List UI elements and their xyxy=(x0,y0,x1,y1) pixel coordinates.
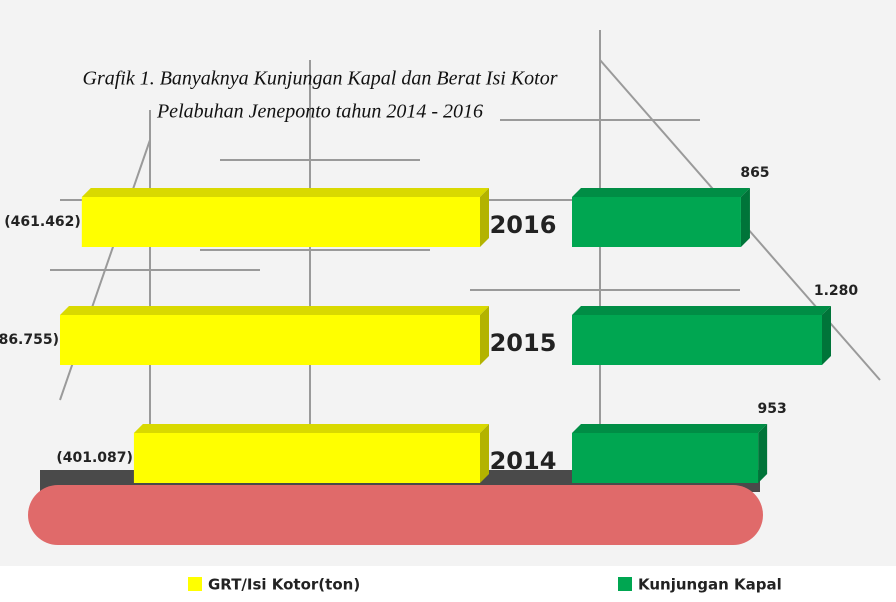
chart-title: Grafik 1. Banyaknya Kunjungan Kapal dan … xyxy=(83,68,558,90)
bar-front xyxy=(572,433,759,483)
bar xyxy=(572,188,750,247)
value-label: (486.755) xyxy=(0,332,59,348)
chart-title: Pelabuhan Jeneponto tahun 2014 - 2016 xyxy=(156,101,483,123)
bar-side xyxy=(480,306,489,365)
bar-top xyxy=(81,188,489,197)
legend-label: GRT/Isi Kotor(ton) xyxy=(208,576,360,594)
bar xyxy=(572,306,831,365)
bar-top xyxy=(572,188,750,197)
bar-top xyxy=(572,424,768,433)
bar-top xyxy=(60,306,489,315)
legend-swatch xyxy=(618,577,632,591)
bar-front xyxy=(572,315,822,365)
category-label: 2015 xyxy=(490,329,557,357)
category-label: 2016 xyxy=(490,211,557,239)
bar xyxy=(60,306,489,365)
value-label: (401.087) xyxy=(56,450,133,466)
bar-side xyxy=(740,188,750,247)
bar-front xyxy=(572,197,741,247)
bar-side xyxy=(758,424,768,483)
value-label: 1.280 xyxy=(814,283,859,299)
bar xyxy=(133,424,489,483)
legend-swatch xyxy=(188,577,202,591)
category-label: 2014 xyxy=(490,447,557,475)
bar-side xyxy=(480,188,489,247)
value-label: 865 xyxy=(740,165,769,181)
value-label: (461.462) xyxy=(4,214,81,230)
bar-top xyxy=(572,306,831,315)
bar-side xyxy=(480,424,489,483)
legend-label: Kunjungan Kapal xyxy=(638,576,782,594)
value-label: 953 xyxy=(758,401,787,417)
bar-side xyxy=(822,306,831,365)
bar xyxy=(572,424,768,483)
bar xyxy=(81,188,489,247)
bar-top xyxy=(133,424,489,433)
bar-front xyxy=(60,315,480,365)
bar-front xyxy=(81,197,480,247)
bar-front xyxy=(133,433,480,483)
